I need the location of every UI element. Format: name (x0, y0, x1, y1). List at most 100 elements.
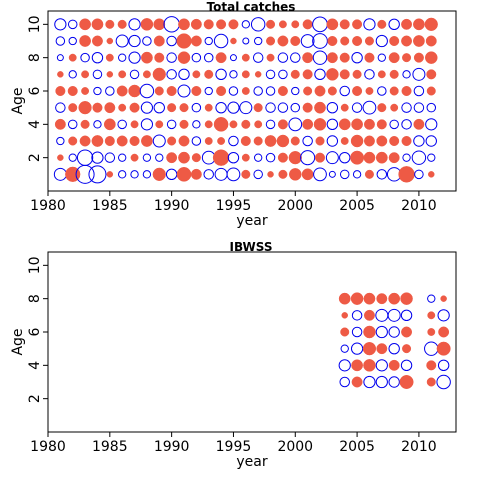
bubble-positive (401, 86, 412, 96)
bubble-positive (377, 70, 386, 79)
bubble-negative (68, 36, 77, 46)
bubble-positive (103, 118, 116, 131)
bubble-positive (190, 18, 202, 30)
bubble-negative (128, 18, 141, 31)
plot-frame (47, 251, 457, 433)
bubble-positive (152, 67, 166, 81)
bubble-positive (302, 19, 313, 30)
bubble-positive (389, 136, 400, 146)
bubble-positive (327, 36, 338, 46)
bubble-positive (253, 136, 263, 146)
bubble-positive (363, 151, 376, 164)
bubble-positive (266, 53, 275, 62)
bubble-negative (314, 68, 326, 81)
bubble-positive (364, 309, 375, 321)
x-tick-label: 1995 (216, 439, 252, 455)
bubble-positive (254, 120, 263, 129)
y-axis: 2 4 6 8 10 (27, 256, 48, 403)
bubble-negative (375, 359, 388, 372)
bubble-positive (142, 70, 151, 79)
bubble-negative (413, 135, 425, 147)
bubble-positive (79, 18, 91, 31)
bubble-negative (352, 170, 362, 179)
bubble-negative (215, 68, 227, 81)
bubble-negative (312, 16, 328, 33)
y-tick-label: 4 (27, 120, 43, 129)
bubble-negative (118, 170, 127, 179)
bubble-negative (375, 325, 388, 339)
bubble-positive (352, 86, 363, 96)
bubble-negative (191, 52, 202, 63)
bubble-positive (351, 359, 363, 372)
bubble-negative (312, 50, 328, 65)
bubble-negative (401, 102, 412, 113)
x-tick-label: 1990 (154, 198, 190, 214)
bubble-positive (341, 312, 348, 319)
bubble-negative (155, 153, 164, 162)
bubble-negative (265, 102, 276, 113)
bubble-negative (163, 16, 180, 33)
bubble-positive (290, 69, 300, 79)
bubble-positive (351, 376, 363, 388)
bubble-positive (203, 19, 214, 30)
bubble-positive (141, 51, 153, 64)
bubble-positive (326, 68, 339, 81)
y-tick-label: 2 (27, 153, 43, 162)
bubble-negative (388, 18, 400, 31)
bubble-negative (242, 37, 250, 45)
bubble-positive (339, 19, 350, 30)
y-tick-label: 4 (27, 361, 43, 370)
bubble-positive (290, 36, 301, 46)
bubble-positive (401, 136, 412, 146)
bubble-positive (401, 35, 412, 47)
bubble-negative (339, 376, 350, 388)
bubble-positive (303, 86, 313, 96)
bubble-positive (166, 86, 177, 96)
bubble-positive (105, 19, 115, 29)
bubble-positive (376, 135, 388, 147)
bubble-positive (241, 87, 250, 95)
bubble-positive (116, 85, 128, 97)
bubble-negative (166, 35, 177, 47)
bubble-positive (290, 136, 300, 146)
bubble-positive (364, 118, 375, 130)
bubble-positive (288, 151, 302, 165)
bubble-positive (167, 136, 177, 146)
bubble-positive (340, 36, 350, 46)
bubble-positive (67, 86, 78, 96)
bubble-positive (401, 18, 412, 30)
bubble-positive (68, 103, 78, 113)
chart-title: IBWSS (230, 240, 273, 254)
bubble-positive (204, 103, 213, 112)
bubble-positive (289, 168, 302, 181)
y-tick-label: 8 (27, 294, 43, 303)
bubble-positive (390, 103, 399, 112)
bubble-negative (265, 152, 276, 163)
bubble-positive (326, 18, 339, 31)
bubble-positive (376, 119, 387, 130)
bubble-negative (325, 151, 339, 165)
bubble-negative (91, 51, 104, 64)
bubble-positive (152, 167, 166, 181)
bubble-positive (129, 102, 140, 113)
bubble-negative (288, 117, 303, 132)
bubble-negative (80, 52, 90, 63)
bubble-negative (338, 359, 351, 372)
bubble-negative (215, 101, 227, 114)
bubble-positive (302, 69, 313, 80)
y-tick-label: 6 (27, 327, 43, 336)
bubble-negative (375, 308, 389, 322)
bubble-negative (118, 153, 127, 162)
bubble-positive (327, 86, 337, 96)
x-tick-label: 2010 (401, 439, 437, 455)
bubble-positive (426, 86, 436, 96)
bubble-negative (339, 85, 350, 97)
bubble-positive (216, 19, 227, 30)
bubble-negative (312, 33, 328, 49)
bubble-positive (352, 69, 362, 79)
bubble-negative (118, 53, 127, 62)
bubble-negative (130, 170, 139, 179)
bubble-negative (250, 17, 266, 32)
bubble-negative (213, 33, 229, 49)
bubble-positive (106, 71, 114, 78)
